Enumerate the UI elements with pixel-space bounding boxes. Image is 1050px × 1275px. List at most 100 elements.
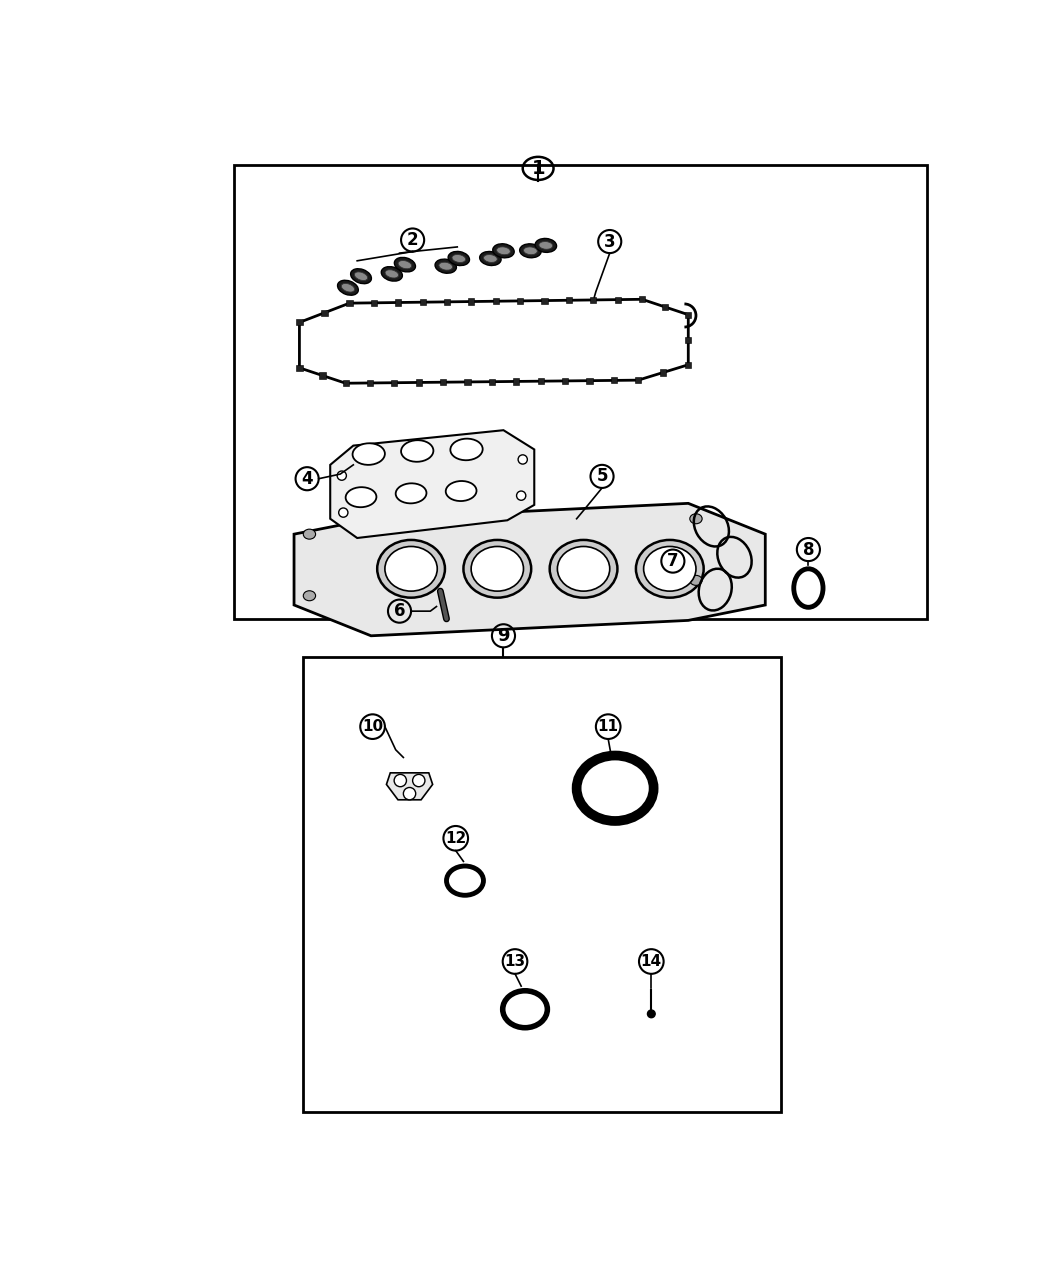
Bar [296,319,302,325]
Text: 1: 1 [531,159,545,179]
Ellipse shape [355,272,368,280]
Ellipse shape [385,547,437,592]
Ellipse shape [345,487,376,507]
Text: 7: 7 [667,552,678,570]
Ellipse shape [539,241,552,250]
Ellipse shape [439,263,453,270]
Ellipse shape [381,266,402,282]
Text: 9: 9 [498,627,509,645]
Ellipse shape [690,514,702,524]
Bar [395,300,401,306]
Ellipse shape [353,444,385,465]
Ellipse shape [690,575,702,585]
Ellipse shape [396,483,426,504]
Ellipse shape [524,247,538,255]
Bar [234,164,927,618]
Text: 14: 14 [640,954,662,969]
Bar [686,311,691,317]
Ellipse shape [448,251,469,265]
Bar [392,380,398,386]
Polygon shape [294,504,765,636]
Bar [538,379,544,384]
Circle shape [517,491,526,500]
Ellipse shape [492,244,514,258]
Bar [614,297,621,302]
Circle shape [648,1010,655,1017]
Circle shape [339,507,348,518]
Bar [319,372,326,379]
Ellipse shape [644,547,696,592]
Bar [321,310,328,316]
Ellipse shape [303,529,316,539]
Ellipse shape [377,539,445,598]
Bar [660,370,667,376]
Bar [492,298,499,305]
Ellipse shape [450,439,483,460]
Bar [566,297,572,303]
Bar [440,379,446,385]
Bar [513,379,520,385]
Text: 2: 2 [406,231,419,249]
Bar [342,380,349,386]
Ellipse shape [550,539,617,598]
Ellipse shape [636,539,704,598]
Ellipse shape [341,283,355,292]
Text: 12: 12 [445,831,466,845]
Ellipse shape [337,280,358,296]
Ellipse shape [303,590,316,601]
Bar [686,337,691,343]
Ellipse shape [497,247,510,255]
Bar [296,365,302,371]
Ellipse shape [483,255,498,263]
Bar [586,377,592,384]
Text: 6: 6 [394,602,405,620]
Circle shape [413,774,425,787]
Text: 3: 3 [604,232,615,251]
Text: 4: 4 [301,469,313,488]
Ellipse shape [536,238,556,252]
Bar [562,377,568,384]
Ellipse shape [401,440,434,462]
Bar [635,377,642,384]
Bar [542,297,548,303]
Circle shape [337,470,346,481]
Bar [686,362,691,367]
Ellipse shape [398,260,412,269]
Text: 13: 13 [504,954,526,969]
Bar [663,303,668,310]
Text: 8: 8 [802,541,814,558]
Polygon shape [330,430,534,538]
Ellipse shape [446,481,477,501]
Bar [420,300,425,305]
Circle shape [518,455,527,464]
Bar [468,298,475,305]
Bar [517,298,523,303]
Bar [416,380,422,385]
Bar [346,300,353,306]
Bar [371,300,377,306]
Text: 10: 10 [362,719,383,734]
Polygon shape [386,773,433,799]
Text: 11: 11 [597,719,618,734]
Ellipse shape [463,539,531,598]
Bar [639,296,645,302]
Text: 5: 5 [596,468,608,486]
Bar [303,658,780,1112]
Ellipse shape [395,258,416,272]
Ellipse shape [435,259,457,273]
Ellipse shape [385,270,399,278]
Bar [489,379,495,385]
Ellipse shape [480,251,501,265]
Bar [366,380,373,386]
Bar [464,379,470,385]
Ellipse shape [558,547,610,592]
Bar [590,297,596,303]
Ellipse shape [452,255,465,263]
Bar [611,377,617,384]
Circle shape [403,788,416,799]
Ellipse shape [520,244,541,258]
Bar [444,298,450,305]
Ellipse shape [471,547,524,592]
Ellipse shape [351,269,372,283]
Circle shape [394,774,406,787]
